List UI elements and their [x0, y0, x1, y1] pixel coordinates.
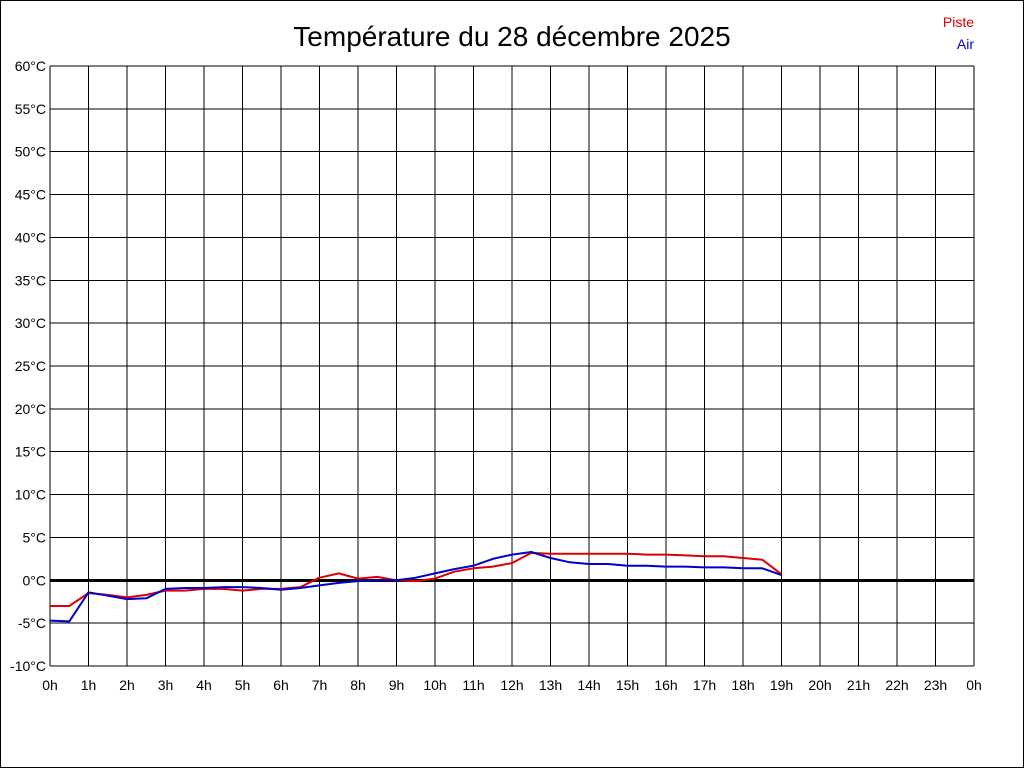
y-tick-label: 30°C [15, 315, 46, 331]
x-tick-label: 9h [389, 677, 405, 693]
y-tick-label: -5°C [18, 615, 46, 631]
x-tick-label: 23h [924, 677, 947, 693]
y-tick-label: 60°C [15, 58, 46, 74]
y-tick-label: 45°C [15, 187, 46, 203]
legend: Piste Air [943, 14, 974, 52]
x-tick-label: 15h [616, 677, 639, 693]
x-tick-label: 14h [577, 677, 600, 693]
x-tick-label: 2h [119, 677, 135, 693]
x-tick-label: 21h [847, 677, 870, 693]
x-tick-label: 5h [235, 677, 251, 693]
y-axis-ticks: 60°C 55°C 50°C 45°C 40°C 35°C 30°C 25°C 20°C 15°C… [10, 58, 46, 674]
x-tick-label: 1h [81, 677, 97, 693]
x-tick-label: 19h [770, 677, 793, 693]
x-tick-label: 11h [462, 677, 484, 693]
y-tick-label: -10°C [10, 658, 46, 674]
y-tick-label: 0°C [23, 572, 47, 588]
y-tick-label: 50°C [15, 144, 46, 160]
y-tick-label: 20°C [15, 401, 46, 417]
series-line-air [49, 551, 782, 623]
x-tick-label: 0h [42, 677, 58, 693]
x-tick-label: 8h [350, 677, 366, 693]
x-tick-label: 7h [312, 677, 328, 693]
x-tick-label: 10h [423, 677, 446, 693]
x-axis-ticks: 0h 1h 2h 3h 4h 5h 6h 7h 8h 9h 10h 11h 12h 13h 14h 15h 16… [42, 677, 982, 693]
x-tick-label: 17h [693, 677, 716, 693]
y-tick-label: 25°C [15, 358, 46, 374]
chart-title: Température du 28 décembre 2025 [293, 21, 730, 52]
y-tick-label: 10°C [15, 487, 46, 503]
x-tick-label: 22h [885, 677, 908, 693]
x-tick-label: 18h [731, 677, 754, 693]
x-tick-label: 0h [966, 677, 982, 693]
y-tick-label: 15°C [15, 444, 46, 460]
legend-entry-piste: Piste [943, 14, 974, 30]
x-tick-label: 6h [273, 677, 289, 693]
x-tick-label: 16h [654, 677, 677, 693]
series-layer [49, 551, 783, 623]
y-tick-label: 55°C [15, 101, 46, 117]
x-tick-label: 12h [500, 677, 523, 693]
x-tick-label: 3h [158, 677, 174, 693]
grid [49, 65, 975, 667]
y-tick-label: 5°C [23, 529, 47, 545]
legend-entry-air: Air [957, 36, 974, 52]
y-tick-label: 35°C [15, 272, 46, 288]
y-tick-label: 40°C [15, 229, 46, 245]
x-tick-label: 13h [539, 677, 562, 693]
x-tick-label: 20h [808, 677, 831, 693]
x-tick-label: 4h [196, 677, 212, 693]
